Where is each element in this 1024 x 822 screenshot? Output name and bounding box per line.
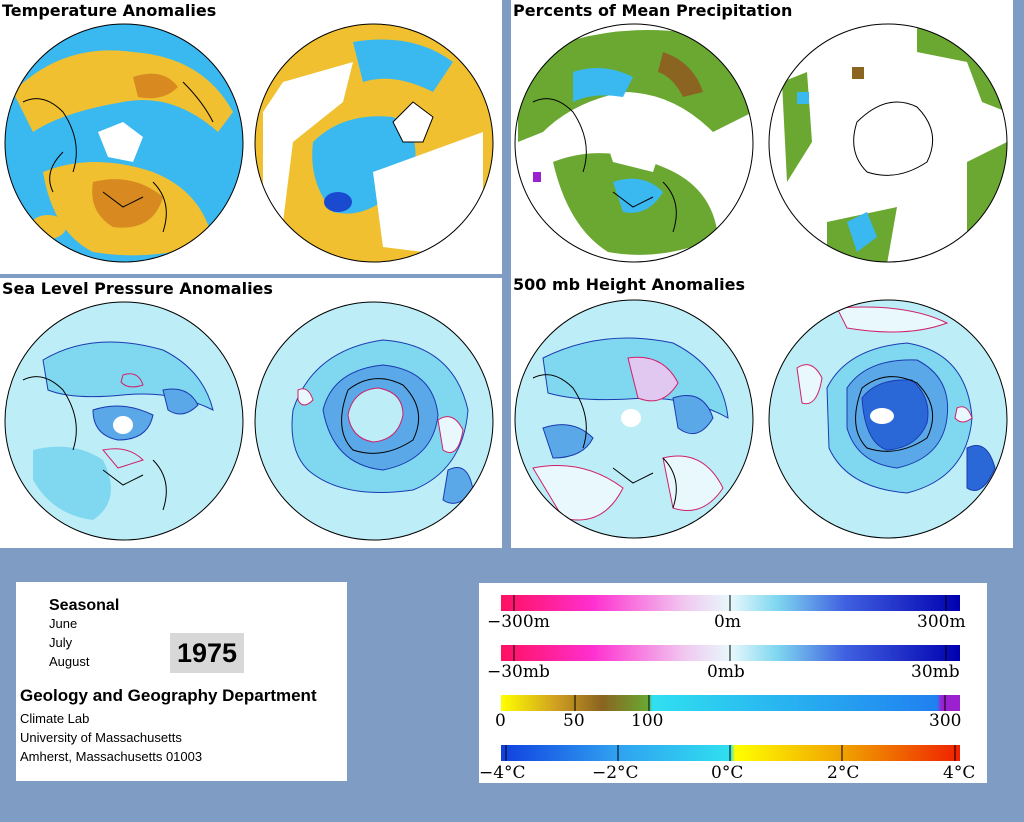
temp-label: −2°C: [592, 763, 639, 783]
temperature-title: Temperature Anomalies: [0, 0, 219, 22]
temp-label: 4°C: [943, 763, 975, 783]
month-label: June: [49, 616, 78, 631]
height-label-zero: 0m: [714, 612, 741, 632]
temp-label: 0°C: [711, 763, 743, 783]
precipitation-title: Percents of Mean Precipitation: [511, 0, 795, 22]
department-name: Geology and Geography Department: [20, 686, 317, 705]
temperature-sh-globe: [254, 23, 494, 263]
slp-sh-globe: [254, 301, 494, 541]
address-line: Amherst, Massachusetts 01003: [20, 749, 203, 764]
height500-panel: 500 mb Height Anomalies: [511, 274, 1013, 548]
precip-label: 50: [563, 711, 585, 731]
precipitation-panel: Percents of Mean Precipitation: [511, 0, 1013, 274]
pressure-label-zero: 0mb: [707, 662, 745, 682]
legend-box: −300m 0m 300m −30mb 0mb 30mb 0 50 100 30…: [479, 583, 987, 783]
pressure-legend: −30mb 0mb 30mb: [487, 645, 960, 682]
height500-nh-globe: [514, 299, 754, 539]
temp-label: 2°C: [827, 763, 859, 783]
precipitation-sh-globe: [768, 23, 1008, 263]
temperature-panel: Temperature Anomalies: [0, 0, 502, 274]
slp-title: Sea Level Pressure Anomalies: [0, 278, 275, 300]
height-label-max: 300m: [917, 612, 966, 632]
info-box: Seasonal June July August 1975 Geology a…: [16, 582, 347, 781]
temp-legend: −4°C −2°C 0°C 2°C 4°C: [479, 745, 975, 783]
precip-label: 100: [631, 711, 663, 731]
height-label-min: −300m: [487, 612, 550, 632]
pressure-label-min: −30mb: [487, 662, 550, 682]
slp-nh-globe: [4, 301, 244, 541]
address-line: University of Massachusetts: [20, 730, 182, 745]
address-line: Climate Lab: [20, 711, 90, 726]
height-legend: −300m 0m 300m: [487, 595, 966, 632]
month-label: July: [49, 635, 73, 650]
precip-colorbar: [501, 695, 960, 711]
height500-sh-globe: [768, 299, 1008, 539]
precipitation-nh-globe: [514, 23, 754, 263]
month-label: August: [49, 654, 90, 669]
year-badge: 1975: [170, 633, 244, 673]
period-type: Seasonal: [49, 597, 120, 614]
precip-legend: 0 50 100 300: [495, 695, 961, 731]
precip-label: 0: [495, 711, 506, 731]
slp-panel: Sea Level Pressure Anomalies: [0, 278, 502, 548]
temp-label: −4°C: [479, 763, 526, 783]
height500-title: 500 mb Height Anomalies: [511, 274, 748, 296]
pressure-label-max: 30mb: [911, 662, 960, 682]
temperature-nh-globe: [4, 23, 244, 263]
color-legends: −300m 0m 300m −30mb 0mb 30mb 0 50 100 30…: [479, 595, 975, 783]
precip-label: 300: [929, 711, 961, 731]
